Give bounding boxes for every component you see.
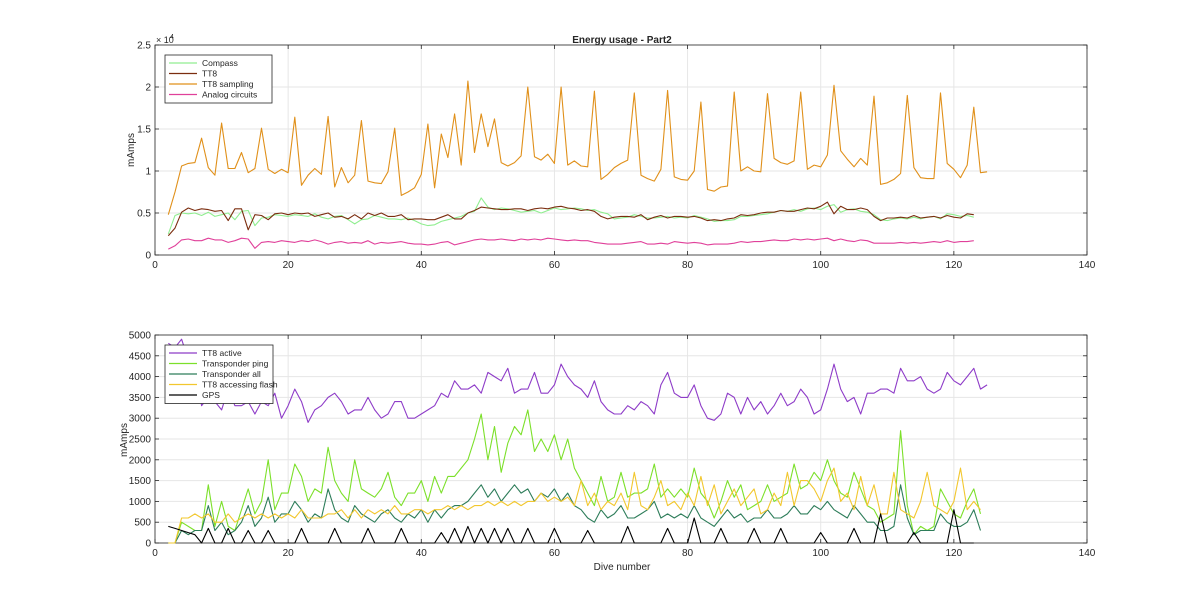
y-tick-label: 1500	[129, 476, 152, 487]
x-tick-label: 20	[283, 548, 295, 559]
x-tick-label: 60	[549, 260, 561, 271]
y-tick-label: 500	[134, 518, 151, 529]
x-tick-label: 0	[152, 548, 158, 559]
y-tick-label: 0	[145, 251, 151, 262]
x-tick-label: 120	[946, 260, 963, 271]
y-tick-label: 3500	[129, 393, 152, 404]
x-tick-label: 140	[1079, 548, 1096, 559]
y-tick-label: 4500	[129, 351, 152, 362]
legend-label: Transponder all	[202, 369, 261, 379]
y-tick-label: 5000	[129, 331, 152, 342]
top-y-axis-label: mAmps	[126, 133, 137, 167]
x-tick-label: 80	[682, 548, 694, 559]
series-line-tt8	[167, 201, 974, 237]
legend-label: TT8 accessing flash	[202, 380, 278, 390]
legend-label: Analog circuits	[202, 90, 257, 100]
y-tick-label: 1000	[129, 497, 152, 508]
top-grid	[154, 44, 1088, 256]
x-tick-label: 100	[812, 260, 829, 271]
y-tick-label: 2000	[129, 455, 152, 466]
legend-label: TT8 sampling	[202, 79, 254, 89]
series-line-transponder-all	[168, 484, 982, 544]
series-line-tt8-accessing-flash	[168, 467, 981, 544]
y-tick-label: 2.5	[137, 41, 151, 52]
y-tick-label: 2500	[129, 435, 152, 446]
x-tick-label: 40	[416, 260, 428, 271]
y-tick-label: 1.5	[137, 125, 151, 136]
series-line-transponder-ping	[168, 409, 982, 544]
x-tick-label: 140	[1079, 260, 1096, 271]
y-tick-label: 0	[145, 539, 151, 550]
bottom-y-axis-label: mAmps	[119, 423, 130, 457]
bottom-grid	[154, 334, 1088, 544]
x-tick-label: 0	[152, 260, 158, 271]
series-line-gps	[168, 509, 974, 544]
legend-label: Compass	[202, 58, 238, 68]
x-tick-label: 40	[416, 548, 428, 559]
y-tick-label: 3000	[129, 414, 152, 425]
top-axes: × 10 4 mAmps 0 20 40 60 80 100 120 140 0 0.5 1 1.5 2…	[126, 34, 1096, 271]
series-line-tt8-active	[168, 338, 988, 423]
y-exponent-base: × 10	[156, 35, 174, 45]
bottom-axes: mAmps Dive number 0 20 40 60 80 100 120 140 0 500…	[119, 331, 1096, 574]
y-tick-label: 2	[145, 83, 151, 94]
figure-title: Energy usage - Part2	[572, 35, 672, 46]
legend-label: Transponder ping	[202, 359, 269, 369]
legend-label: TT8 active	[202, 348, 242, 358]
top-axes-box	[154, 44, 1088, 256]
x-tick-label: 120	[946, 548, 963, 559]
x-tick-label: 80	[682, 260, 694, 271]
legend-label: GPS	[202, 390, 220, 400]
y-tick-label: 4000	[129, 372, 152, 383]
bottom-x-axis-label: Dive number	[594, 562, 651, 573]
x-tick-label: 60	[549, 548, 561, 559]
x-tick-label: 100	[812, 548, 829, 559]
series-line-tt8-sampling	[167, 80, 988, 215]
series-line-analog-circuits	[168, 237, 974, 250]
x-tick-label: 20	[283, 260, 295, 271]
series-line-compass	[167, 197, 974, 235]
y-exponent-power: 4	[170, 34, 174, 41]
y-tick-label: 1	[145, 167, 151, 178]
legend-label: TT8	[202, 69, 217, 79]
y-tick-label: 0.5	[137, 209, 151, 220]
